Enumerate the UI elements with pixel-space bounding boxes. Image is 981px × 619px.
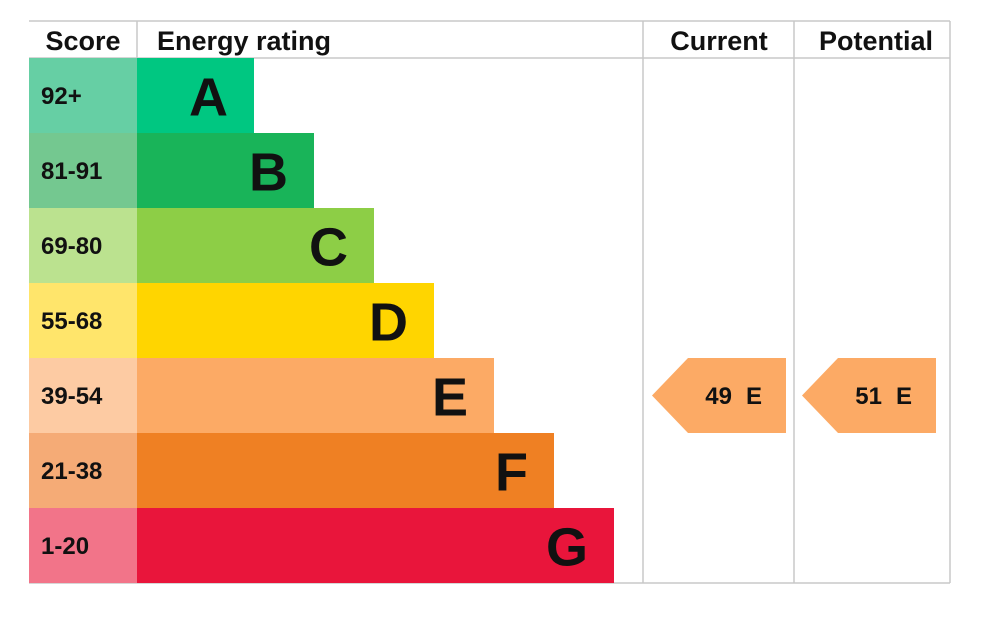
- score-cell: [29, 208, 137, 283]
- score-label: 81-91: [41, 158, 102, 185]
- arrow-value: 51: [855, 383, 882, 410]
- rating-bar: [137, 133, 314, 208]
- rating-bar: [137, 283, 434, 358]
- header: Score: [45, 26, 120, 56]
- score-label: 55-68: [41, 308, 102, 335]
- rating-bar: [137, 508, 614, 583]
- rating-letter: A: [189, 68, 228, 128]
- rating-arrow: [802, 358, 936, 433]
- score-label: 69-80: [41, 233, 102, 260]
- rating-letter: F: [495, 443, 528, 503]
- rating-letter: B: [249, 143, 288, 203]
- arrow-value: 49: [705, 383, 732, 410]
- arrow-rating: E: [896, 383, 912, 410]
- score-cell: [29, 283, 137, 358]
- score-label: 21-38: [41, 458, 102, 485]
- score-cell: [29, 133, 137, 208]
- score-cell: [29, 58, 137, 133]
- rating-letter: D: [369, 293, 408, 353]
- rating-letter: G: [546, 518, 588, 578]
- score-cell: [29, 508, 137, 583]
- header: Energy rating: [157, 26, 331, 56]
- score-cell: [29, 358, 137, 433]
- rating-arrow: [652, 358, 786, 433]
- rating-bar: [137, 358, 494, 433]
- rating-bar: [137, 58, 254, 133]
- rating-letter: C: [309, 218, 348, 278]
- rating-letter: E: [432, 368, 468, 428]
- score-label: 92+: [41, 83, 82, 110]
- header: Current: [670, 26, 768, 56]
- score-cell: [29, 433, 137, 508]
- arrow-rating: E: [746, 383, 762, 410]
- rating-bar: [137, 433, 554, 508]
- score-label: 39-54: [41, 383, 103, 410]
- score-label: 1-20: [41, 533, 89, 560]
- rating-bar: [137, 208, 374, 283]
- header: Potential: [819, 26, 933, 56]
